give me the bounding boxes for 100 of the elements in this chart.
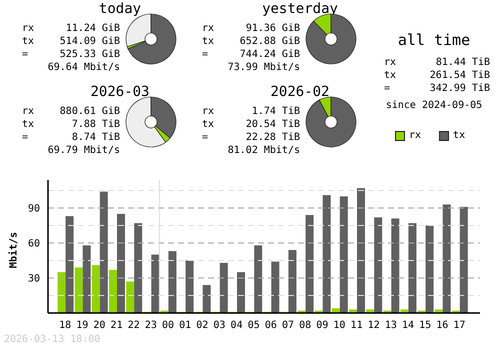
bar xyxy=(322,195,331,313)
text: 514.09 GiB xyxy=(60,35,120,48)
bar xyxy=(460,206,468,313)
text: rx xyxy=(384,56,396,69)
bar xyxy=(126,282,134,313)
bar xyxy=(186,260,194,313)
text: 261.54 TiB xyxy=(430,69,490,82)
text: tx xyxy=(202,118,214,131)
text: rx xyxy=(202,105,214,118)
y-tick-label: 30 xyxy=(28,274,40,285)
x-tick-label: 15 xyxy=(419,320,432,332)
text: since 2024-09-05 xyxy=(384,100,484,111)
x-tick-label: 04 xyxy=(230,320,243,332)
bar xyxy=(374,217,382,313)
text: = xyxy=(22,48,28,61)
text: = xyxy=(384,82,390,95)
x-tick-label: 19 xyxy=(76,320,88,332)
x-tick-label: 00 xyxy=(162,320,174,332)
x-tick-label: 01 xyxy=(179,320,192,332)
bar xyxy=(340,196,348,313)
text: rx xyxy=(202,22,214,35)
legend-label: tx xyxy=(453,130,466,141)
text: tx xyxy=(22,118,34,131)
text: 69.64 Mbit/s xyxy=(46,61,120,74)
x-tick-label: 21 xyxy=(110,320,123,332)
text: 20.54 TiB xyxy=(246,118,300,131)
text: 744.24 GiB xyxy=(240,48,300,61)
chart-title: 2026-02 xyxy=(269,84,330,100)
x-tick-label: 06 xyxy=(264,320,277,332)
bar xyxy=(408,223,416,313)
bar xyxy=(391,218,400,313)
x-tick-label: 03 xyxy=(213,320,226,332)
text: 652.88 GiB xyxy=(240,35,300,48)
text: = xyxy=(202,48,208,61)
text: 11.24 GiB xyxy=(66,22,120,35)
text: = xyxy=(22,131,28,144)
bar xyxy=(220,262,228,313)
text: 91.36 GiB xyxy=(246,22,300,35)
bar xyxy=(306,215,314,313)
x-tick-label: 05 xyxy=(248,320,260,332)
bar xyxy=(271,262,280,313)
x-tick-label: 14 xyxy=(402,320,414,332)
x-tick-label: 13 xyxy=(384,320,397,332)
x-tick-label: 09 xyxy=(316,320,328,332)
bar xyxy=(426,226,434,313)
x-tick-label: 11 xyxy=(350,320,363,332)
text: 7.88 TiB xyxy=(72,118,120,131)
bar xyxy=(168,251,176,313)
bar xyxy=(134,223,142,313)
x-tick-label: 07 xyxy=(282,320,294,332)
text: = xyxy=(202,131,208,144)
text: 1.74 TiB xyxy=(252,105,300,118)
bar xyxy=(109,270,117,313)
text: 73.99 Mbit/s xyxy=(226,61,300,74)
chart-title: today xyxy=(98,1,142,17)
bar xyxy=(82,245,91,313)
x-tick-label: 10 xyxy=(333,320,346,332)
y-axis-title: Mbit/s xyxy=(8,232,20,268)
x-tick-label: 02 xyxy=(196,320,208,332)
x-tick-label: 08 xyxy=(299,320,312,332)
text: 8.74 TiB xyxy=(72,131,120,144)
y-tick-label: 60 xyxy=(28,238,40,250)
text: rx xyxy=(22,22,34,35)
text: rx xyxy=(22,105,34,118)
text: tx xyxy=(22,35,34,48)
x-tick-label: 17 xyxy=(453,320,466,332)
text: all time xyxy=(396,31,472,49)
x-tick-label: 18 xyxy=(59,320,72,332)
chart-title: yesterday xyxy=(261,1,339,17)
text: tx xyxy=(384,69,396,82)
bar xyxy=(202,285,211,313)
text: tx xyxy=(202,35,214,48)
bar xyxy=(58,272,66,313)
donut-slice xyxy=(306,96,356,148)
bar xyxy=(100,192,108,313)
x-tick-label: 23 xyxy=(144,320,157,332)
text: 81.44 TiB xyxy=(436,56,490,69)
legend-label: rx xyxy=(409,130,422,141)
x-tick-label: 12 xyxy=(368,320,380,332)
bar xyxy=(92,265,100,313)
bar xyxy=(357,188,365,313)
bar xyxy=(117,214,125,313)
y-tick-label: 90 xyxy=(28,204,40,215)
text: 69.79 Mbit/s xyxy=(46,144,120,157)
bar xyxy=(288,250,296,313)
text: 525.33 GiB xyxy=(60,48,120,61)
bar xyxy=(442,204,451,313)
chart-title: 2026-03 xyxy=(89,84,150,100)
text: 342.99 TiB xyxy=(430,82,490,95)
text: 22.28 TiB xyxy=(246,131,300,144)
x-tick-label: 16 xyxy=(436,320,448,332)
bar xyxy=(254,245,262,313)
bar xyxy=(66,216,74,313)
x-tick-label: 20 xyxy=(93,320,106,332)
x-tick-label: 22 xyxy=(128,320,140,332)
bar xyxy=(74,268,83,313)
bar xyxy=(151,254,160,313)
bar xyxy=(237,272,245,313)
text: 81.02 Mbit/s xyxy=(226,144,300,157)
text: 880.61 GiB xyxy=(60,105,120,118)
